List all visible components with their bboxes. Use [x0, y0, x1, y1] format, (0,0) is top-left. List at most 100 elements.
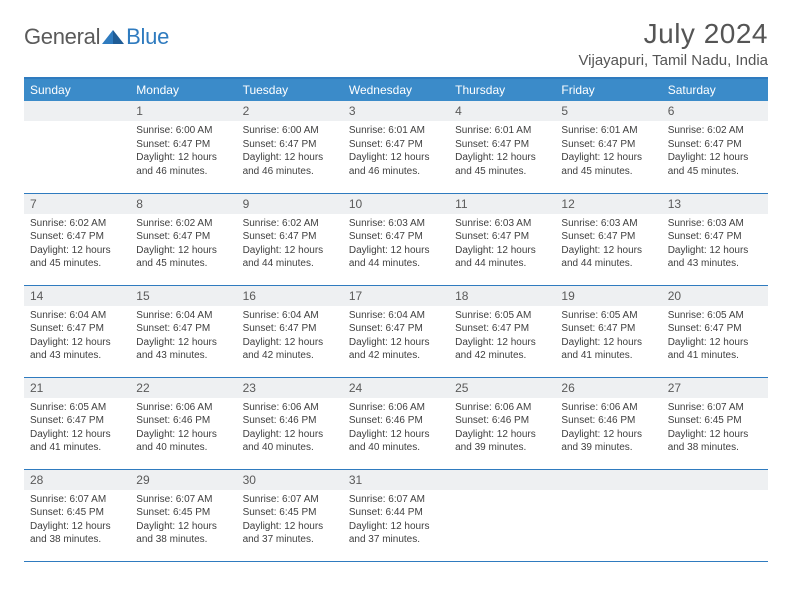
day-number-empty — [662, 470, 768, 490]
day-details: Sunrise: 6:04 AMSunset: 6:47 PMDaylight:… — [24, 306, 130, 367]
calendar-day-cell — [449, 469, 555, 561]
calendar-day-cell: 10Sunrise: 6:03 AMSunset: 6:47 PMDayligh… — [343, 193, 449, 285]
calendar-week-row: 28Sunrise: 6:07 AMSunset: 6:45 PMDayligh… — [24, 469, 768, 561]
day-number: 23 — [237, 378, 343, 398]
day-number: 21 — [24, 378, 130, 398]
calendar-week-row: 7Sunrise: 6:02 AMSunset: 6:47 PMDaylight… — [24, 193, 768, 285]
day-details: Sunrise: 6:01 AMSunset: 6:47 PMDaylight:… — [343, 121, 449, 182]
day-number-empty — [555, 470, 661, 490]
day-number: 26 — [555, 378, 661, 398]
calendar-day-cell: 18Sunrise: 6:05 AMSunset: 6:47 PMDayligh… — [449, 285, 555, 377]
calendar-day-cell: 27Sunrise: 6:07 AMSunset: 6:45 PMDayligh… — [662, 377, 768, 469]
day-number: 19 — [555, 286, 661, 306]
day-number: 5 — [555, 101, 661, 121]
weekday-header: Friday — [555, 78, 661, 101]
calendar-day-cell: 26Sunrise: 6:06 AMSunset: 6:46 PMDayligh… — [555, 377, 661, 469]
day-details: Sunrise: 6:04 AMSunset: 6:47 PMDaylight:… — [130, 306, 236, 367]
day-details: Sunrise: 6:04 AMSunset: 6:47 PMDaylight:… — [237, 306, 343, 367]
day-number: 10 — [343, 194, 449, 214]
calendar-day-cell: 3Sunrise: 6:01 AMSunset: 6:47 PMDaylight… — [343, 101, 449, 193]
header: General Blue July 2024 Vijayapuri, Tamil… — [24, 18, 768, 69]
calendar-week-row: 21Sunrise: 6:05 AMSunset: 6:47 PMDayligh… — [24, 377, 768, 469]
calendar-day-cell: 23Sunrise: 6:06 AMSunset: 6:46 PMDayligh… — [237, 377, 343, 469]
calendar-day-cell: 21Sunrise: 6:05 AMSunset: 6:47 PMDayligh… — [24, 377, 130, 469]
day-number: 4 — [449, 101, 555, 121]
title-block: July 2024 Vijayapuri, Tamil Nadu, India — [578, 18, 768, 69]
day-details: Sunrise: 6:03 AMSunset: 6:47 PMDaylight:… — [555, 214, 661, 275]
calendar-day-cell — [24, 101, 130, 193]
day-details: Sunrise: 6:04 AMSunset: 6:47 PMDaylight:… — [343, 306, 449, 367]
calendar-day-cell: 13Sunrise: 6:03 AMSunset: 6:47 PMDayligh… — [662, 193, 768, 285]
day-number: 12 — [555, 194, 661, 214]
day-details: Sunrise: 6:06 AMSunset: 6:46 PMDaylight:… — [555, 398, 661, 459]
day-number: 3 — [343, 101, 449, 121]
day-details: Sunrise: 6:05 AMSunset: 6:47 PMDaylight:… — [555, 306, 661, 367]
day-number: 13 — [662, 194, 768, 214]
day-number: 18 — [449, 286, 555, 306]
calendar-day-cell: 5Sunrise: 6:01 AMSunset: 6:47 PMDaylight… — [555, 101, 661, 193]
day-details: Sunrise: 6:02 AMSunset: 6:47 PMDaylight:… — [662, 121, 768, 182]
day-details: Sunrise: 6:07 AMSunset: 6:45 PMDaylight:… — [130, 490, 236, 551]
day-details: Sunrise: 6:03 AMSunset: 6:47 PMDaylight:… — [662, 214, 768, 275]
weekday-header: Thursday — [449, 78, 555, 101]
day-details: Sunrise: 6:01 AMSunset: 6:47 PMDaylight:… — [449, 121, 555, 182]
calendar-day-cell: 9Sunrise: 6:02 AMSunset: 6:47 PMDaylight… — [237, 193, 343, 285]
day-number: 17 — [343, 286, 449, 306]
calendar-table: Sunday Monday Tuesday Wednesday Thursday… — [24, 77, 768, 562]
calendar-day-cell: 25Sunrise: 6:06 AMSunset: 6:46 PMDayligh… — [449, 377, 555, 469]
calendar-day-cell: 8Sunrise: 6:02 AMSunset: 6:47 PMDaylight… — [130, 193, 236, 285]
calendar-day-cell: 2Sunrise: 6:00 AMSunset: 6:47 PMDaylight… — [237, 101, 343, 193]
brand-text-part1: General — [24, 24, 100, 50]
weekday-header-row: Sunday Monday Tuesday Wednesday Thursday… — [24, 78, 768, 101]
calendar-day-cell: 14Sunrise: 6:04 AMSunset: 6:47 PMDayligh… — [24, 285, 130, 377]
brand-triangle-icon — [102, 28, 124, 46]
calendar-day-cell: 12Sunrise: 6:03 AMSunset: 6:47 PMDayligh… — [555, 193, 661, 285]
calendar-day-cell: 24Sunrise: 6:06 AMSunset: 6:46 PMDayligh… — [343, 377, 449, 469]
day-details: Sunrise: 6:06 AMSunset: 6:46 PMDaylight:… — [237, 398, 343, 459]
calendar-day-cell: 28Sunrise: 6:07 AMSunset: 6:45 PMDayligh… — [24, 469, 130, 561]
day-details: Sunrise: 6:02 AMSunset: 6:47 PMDaylight:… — [130, 214, 236, 275]
calendar-day-cell: 16Sunrise: 6:04 AMSunset: 6:47 PMDayligh… — [237, 285, 343, 377]
calendar-day-cell: 7Sunrise: 6:02 AMSunset: 6:47 PMDaylight… — [24, 193, 130, 285]
calendar-day-cell: 1Sunrise: 6:00 AMSunset: 6:47 PMDaylight… — [130, 101, 236, 193]
calendar-day-cell: 22Sunrise: 6:06 AMSunset: 6:46 PMDayligh… — [130, 377, 236, 469]
calendar-day-cell: 30Sunrise: 6:07 AMSunset: 6:45 PMDayligh… — [237, 469, 343, 561]
day-number: 31 — [343, 470, 449, 490]
day-details: Sunrise: 6:05 AMSunset: 6:47 PMDaylight:… — [449, 306, 555, 367]
day-number-empty — [24, 101, 130, 121]
day-details: Sunrise: 6:01 AMSunset: 6:47 PMDaylight:… — [555, 121, 661, 182]
day-number: 15 — [130, 286, 236, 306]
day-number: 28 — [24, 470, 130, 490]
day-details: Sunrise: 6:00 AMSunset: 6:47 PMDaylight:… — [130, 121, 236, 182]
day-details: Sunrise: 6:03 AMSunset: 6:47 PMDaylight:… — [343, 214, 449, 275]
day-number: 27 — [662, 378, 768, 398]
day-number-empty — [449, 470, 555, 490]
month-title: July 2024 — [578, 18, 768, 50]
day-number: 25 — [449, 378, 555, 398]
calendar-day-cell — [555, 469, 661, 561]
calendar-day-cell: 19Sunrise: 6:05 AMSunset: 6:47 PMDayligh… — [555, 285, 661, 377]
day-details: Sunrise: 6:07 AMSunset: 6:44 PMDaylight:… — [343, 490, 449, 551]
calendar-day-cell: 17Sunrise: 6:04 AMSunset: 6:47 PMDayligh… — [343, 285, 449, 377]
day-details: Sunrise: 6:02 AMSunset: 6:47 PMDaylight:… — [237, 214, 343, 275]
day-details: Sunrise: 6:06 AMSunset: 6:46 PMDaylight:… — [343, 398, 449, 459]
brand-logo: General Blue — [24, 18, 169, 50]
calendar-day-cell: 11Sunrise: 6:03 AMSunset: 6:47 PMDayligh… — [449, 193, 555, 285]
day-number: 11 — [449, 194, 555, 214]
day-number: 22 — [130, 378, 236, 398]
calendar-day-cell: 6Sunrise: 6:02 AMSunset: 6:47 PMDaylight… — [662, 101, 768, 193]
day-number: 24 — [343, 378, 449, 398]
day-number: 9 — [237, 194, 343, 214]
calendar-day-cell: 31Sunrise: 6:07 AMSunset: 6:44 PMDayligh… — [343, 469, 449, 561]
day-details: Sunrise: 6:05 AMSunset: 6:47 PMDaylight:… — [24, 398, 130, 459]
day-details: Sunrise: 6:03 AMSunset: 6:47 PMDaylight:… — [449, 214, 555, 275]
day-number: 7 — [24, 194, 130, 214]
day-number: 2 — [237, 101, 343, 121]
calendar-week-row: 1Sunrise: 6:00 AMSunset: 6:47 PMDaylight… — [24, 101, 768, 193]
brand-text-part2: Blue — [126, 24, 169, 50]
day-details: Sunrise: 6:07 AMSunset: 6:45 PMDaylight:… — [237, 490, 343, 551]
calendar-week-row: 14Sunrise: 6:04 AMSunset: 6:47 PMDayligh… — [24, 285, 768, 377]
day-number: 1 — [130, 101, 236, 121]
calendar-day-cell: 20Sunrise: 6:05 AMSunset: 6:47 PMDayligh… — [662, 285, 768, 377]
day-number: 29 — [130, 470, 236, 490]
